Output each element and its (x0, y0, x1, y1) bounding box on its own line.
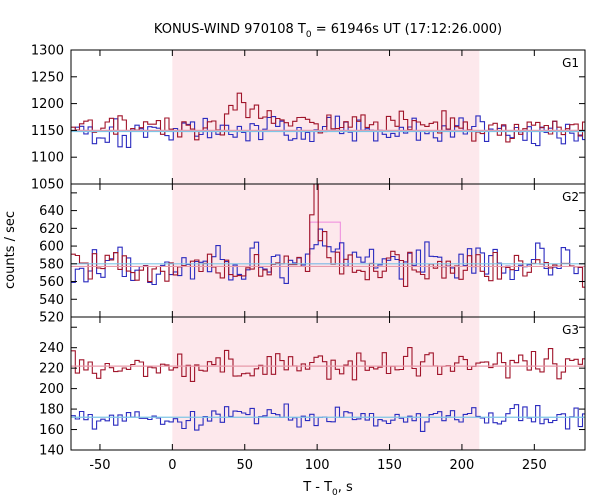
panel-label-g2: G2 (562, 190, 579, 204)
panel-label-g1: G1 (562, 56, 579, 70)
highlight-interval (172, 50, 480, 184)
y-tick-label: 1150 (31, 124, 64, 139)
y-tick-label: 1200 (31, 97, 64, 112)
x-tick-label: 200 (450, 458, 475, 473)
x-tick-label: -50 (89, 458, 110, 473)
y-tick-label: 540 (39, 293, 64, 308)
chart-title-rest: = 61946s UT (17:12:26.000) (312, 22, 502, 37)
y-tick-label: 180 (39, 403, 64, 418)
y-tick-label: 160 (39, 423, 64, 438)
y-tick-label: 640 (39, 204, 64, 219)
panel-g2: 520 540 560 580 600 620 640 G2 (39, 183, 586, 326)
highlight-interval (172, 317, 480, 450)
y-tick-label: 1300 (31, 44, 64, 59)
panel-frame (70, 316, 586, 451)
chart-title-subscript: 0 (306, 30, 312, 40)
y-tick-label: 1050 (31, 178, 64, 193)
x-axis-title-subscript: 0 (332, 488, 338, 498)
x-tick-label: 50 (236, 458, 253, 473)
chart-title-main: KONUS-WIND 970108 T (154, 22, 306, 37)
blue-series-line (71, 115, 585, 148)
chart-title: KONUS-WIND 970108 T0 = 61946s UT (17:12:… (154, 22, 502, 40)
y-tick-label: 600 (39, 240, 64, 255)
y-tick-label: 1250 (31, 70, 64, 85)
x-axis-title-main: T - T (302, 480, 332, 495)
series-group (71, 184, 585, 288)
x-axis-title-rest: , s (338, 480, 353, 495)
highlight-interval (172, 184, 480, 317)
blue-series-line (71, 403, 585, 432)
series-group (71, 92, 585, 148)
panel-g1: 1050 1100 1150 1200 1250 1300 G1 (31, 44, 586, 193)
panel-label-g3: G3 (562, 323, 579, 337)
series-group (71, 347, 585, 432)
y-tick-label: 560 (39, 275, 64, 290)
y-axis-title: counts / sec (3, 211, 18, 289)
x-tick-label: 150 (377, 458, 402, 473)
y-tick-label: 520 (39, 311, 64, 326)
panels-group: 1050 1100 1150 1200 1250 1300 G1 520 540 560 580 60… (31, 44, 586, 473)
y-tick-label: 1100 (31, 151, 64, 166)
y-tick-label: 620 (39, 222, 64, 237)
y-tick-label: 220 (39, 362, 64, 377)
panel-g3: 140 160 180 200 220 240 G3 (39, 316, 586, 459)
x-tick-label: 100 (305, 458, 330, 473)
y-tick-label: 580 (39, 257, 64, 272)
y-tick-label: 200 (39, 382, 64, 397)
red-series-line (71, 347, 585, 382)
x-tick-label: 0 (168, 458, 176, 473)
red-series-line (71, 92, 585, 143)
y-tick-label: 240 (39, 341, 64, 356)
x-axis-title: T - T0, s (302, 480, 353, 498)
y-tick-label: 140 (39, 444, 64, 459)
x-tick-label: 250 (522, 458, 547, 473)
